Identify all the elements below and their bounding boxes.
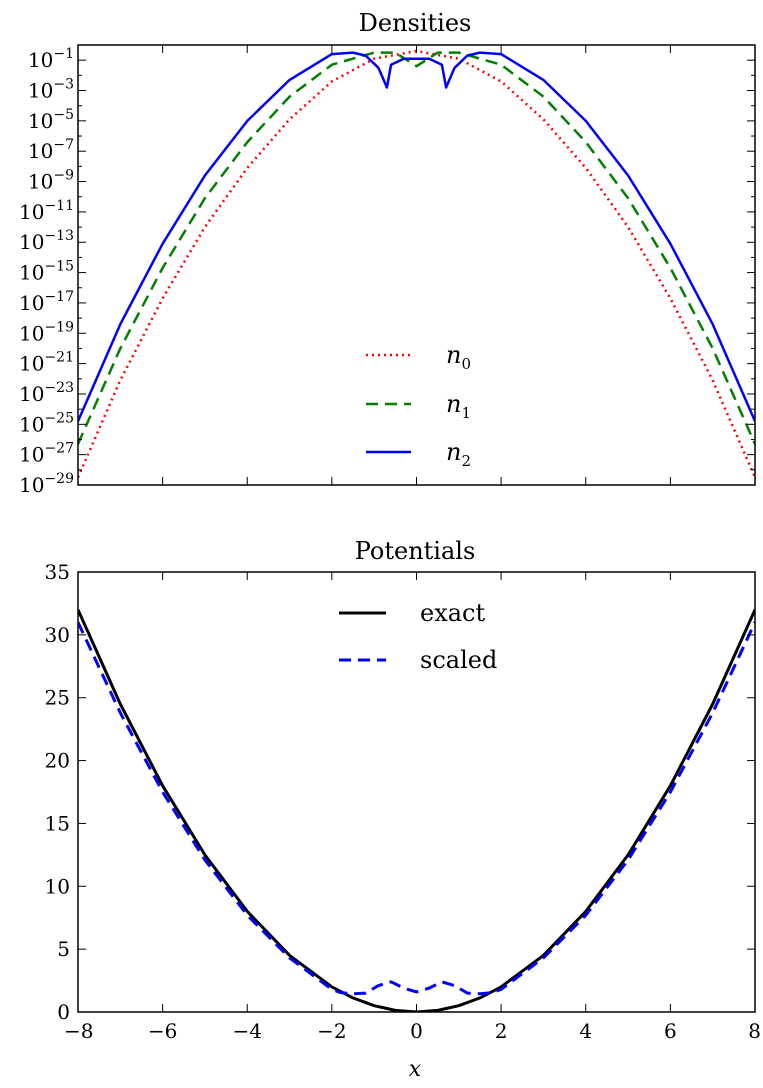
ytick-base: 10 xyxy=(19,230,44,254)
densities-ytick-label: 10−21 xyxy=(19,350,74,376)
densities-ytick-label: 10−7 xyxy=(28,137,74,163)
ytick-exponent: −25 xyxy=(44,410,74,426)
densities-ytick-label: 10−25 xyxy=(19,410,74,436)
ytick-exponent: −23 xyxy=(44,380,74,396)
ytick-exponent: −27 xyxy=(44,441,74,457)
potentials-ticks: −8 −6 −4 −2 0 2 4 6 8 0 5 10 15 20 25 30 35 xyxy=(45,560,761,1043)
densities-legend-label-n1: n1 xyxy=(446,390,471,422)
densities-ytick-label: 10−17 xyxy=(19,289,74,315)
densities-series-n1-line xyxy=(78,51,755,445)
ytick-exponent: −21 xyxy=(44,350,74,366)
legend-subscript: 2 xyxy=(461,452,471,470)
densities-title: Densities xyxy=(359,9,472,37)
ytick-base: 10 xyxy=(19,473,44,497)
densities-ytick-label: 10−23 xyxy=(19,380,74,406)
densities-ytick-label: 10−11 xyxy=(19,198,74,224)
potentials-ytick-label: 0 xyxy=(57,1000,70,1024)
densities-plot-frame xyxy=(77,44,756,486)
densities-ytick-label: 10−13 xyxy=(19,228,74,254)
ytick-base: 10 xyxy=(19,443,44,467)
densities-ticks: 10−110−310−510−710−910−1110−1310−1510−17… xyxy=(19,45,756,497)
potentials-xtick-label: 4 xyxy=(579,1019,592,1043)
legend-symbol: n xyxy=(446,341,461,369)
densities-ytick-label: 10−15 xyxy=(19,259,74,285)
potentials-xtick-label: 8 xyxy=(748,1019,761,1043)
densities-ytick-label: 10−3 xyxy=(28,77,74,103)
potentials-panel: Potentials −8 −6 −4 −2 0 2 4 6 8 0 5 10 15 20 25 30 35 e… xyxy=(45,537,761,1082)
potentials-ytick-label: 25 xyxy=(45,686,70,710)
potentials-xtick-label: −2 xyxy=(317,1019,346,1043)
densities-ytick-label: 10−29 xyxy=(19,471,74,497)
potentials-xtick-label: 6 xyxy=(664,1019,677,1043)
densities-ytick-label: 10−9 xyxy=(28,168,74,194)
ytick-base: 10 xyxy=(28,109,53,133)
ytick-base: 10 xyxy=(19,200,44,224)
densities-ytick-label: 10−5 xyxy=(28,107,74,133)
densities-legend-label-n2: n2 xyxy=(446,438,471,470)
potentials-legend-label-exact: exact xyxy=(420,599,485,627)
potentials-ytick-label: 10 xyxy=(45,874,70,898)
potentials-xtick-label: −4 xyxy=(233,1019,262,1043)
potentials-legend-label-scaled: scaled xyxy=(420,646,497,674)
ytick-base: 10 xyxy=(19,261,44,285)
ytick-base: 10 xyxy=(28,139,53,163)
ytick-base: 10 xyxy=(19,352,44,376)
legend-symbol: n xyxy=(446,390,461,418)
densities-panel: Densities 10−110−310−510−710−910−1110−13… xyxy=(19,9,756,497)
potentials-xtick-label: 0 xyxy=(410,1019,423,1043)
ytick-exponent: −1 xyxy=(53,46,74,62)
potentials-title: Potentials xyxy=(355,537,476,565)
ytick-exponent: −7 xyxy=(53,137,74,153)
potentials-series-exact-line xyxy=(78,609,755,1012)
densities-series-n2-line xyxy=(78,51,755,422)
potentials-plot-frame xyxy=(77,571,756,1013)
ytick-exponent: −9 xyxy=(53,168,74,184)
ytick-base: 10 xyxy=(19,291,44,315)
potentials-ytick-label: 5 xyxy=(57,937,70,961)
ytick-base: 10 xyxy=(19,382,44,406)
potentials-ytick-label: 20 xyxy=(45,749,70,773)
ytick-base: 10 xyxy=(19,412,44,436)
ytick-base: 10 xyxy=(28,48,53,72)
legend-subscript: 0 xyxy=(461,355,471,373)
densities-ytick-label: 10−1 xyxy=(28,46,74,72)
ytick-exponent: −5 xyxy=(53,107,74,123)
potentials-xtick-label: −6 xyxy=(148,1019,177,1043)
potentials-series-group xyxy=(78,609,755,1012)
potentials-legend: exact scaled xyxy=(339,599,497,674)
densities-legend-label-n0: n0 xyxy=(446,341,471,373)
potentials-ytick-label: 35 xyxy=(45,560,70,584)
densities-ytick-label: 10−19 xyxy=(19,319,74,345)
densities-ytick-label: 10−27 xyxy=(19,441,74,467)
ytick-exponent: −13 xyxy=(44,228,74,244)
legend-symbol: n xyxy=(446,438,461,466)
potentials-ytick-label: 15 xyxy=(45,811,70,835)
ytick-base: 10 xyxy=(28,170,53,194)
ytick-exponent: −19 xyxy=(44,319,74,335)
ytick-exponent: −11 xyxy=(44,198,74,214)
ytick-exponent: −17 xyxy=(44,289,74,305)
densities-series-n0-line xyxy=(78,49,755,478)
ytick-exponent: −3 xyxy=(53,77,74,93)
potentials-series-scaled-line xyxy=(78,621,755,996)
potentials-xtick-label: −8 xyxy=(64,1019,93,1043)
legend-subscript: 1 xyxy=(461,404,471,422)
ytick-exponent: −15 xyxy=(44,259,74,275)
densities-series-group xyxy=(78,49,755,478)
ytick-exponent: −29 xyxy=(44,471,74,487)
x-axis-label: x xyxy=(409,1057,422,1082)
ytick-base: 10 xyxy=(28,79,53,103)
potentials-xtick-label: 2 xyxy=(495,1019,508,1043)
potentials-ytick-label: 30 xyxy=(45,623,70,647)
ytick-base: 10 xyxy=(19,321,44,345)
